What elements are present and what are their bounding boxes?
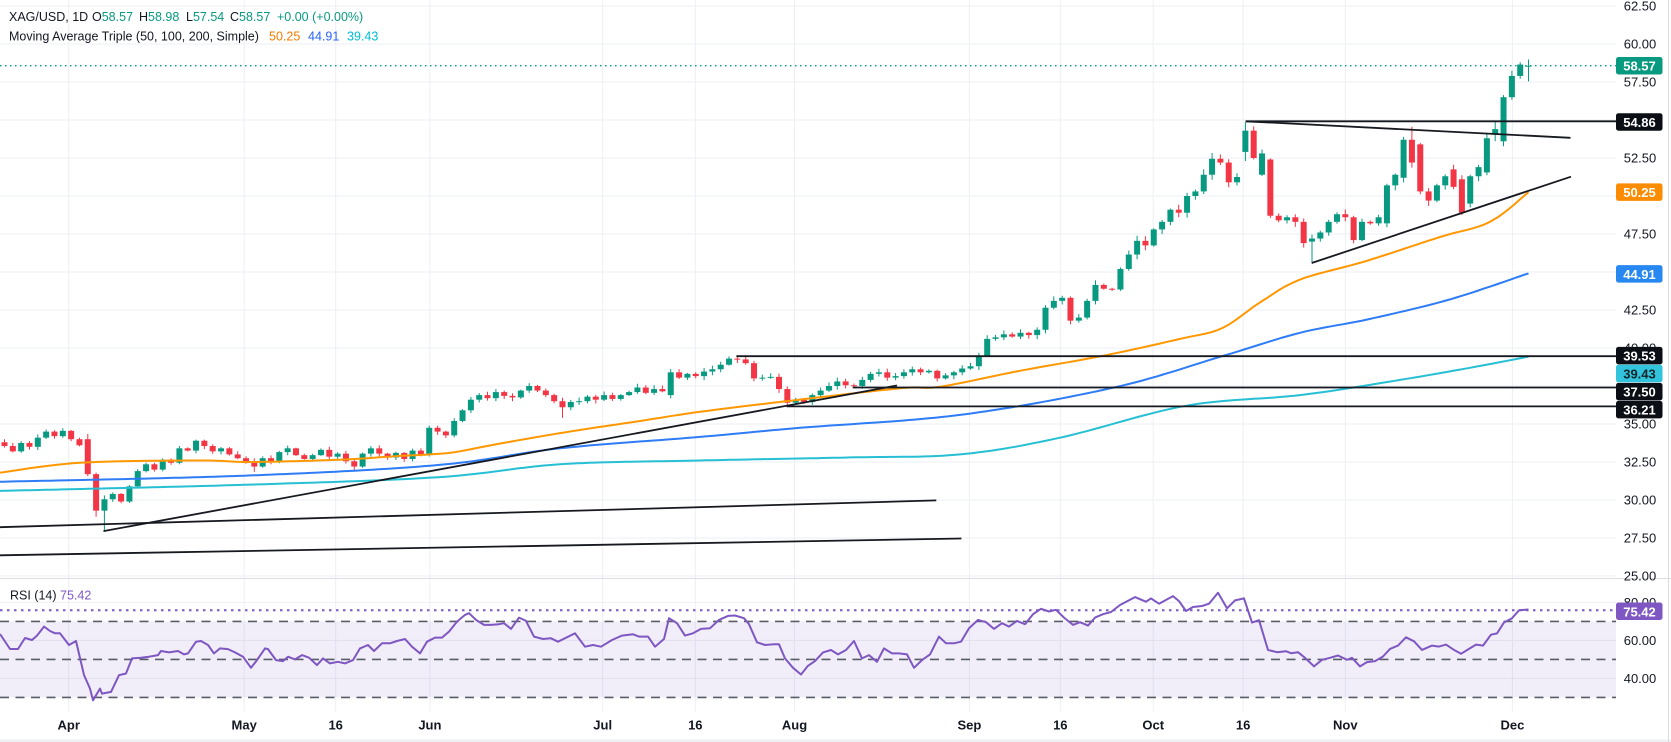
svg-text:H58.98: H58.98	[139, 10, 179, 24]
svg-text:16: 16	[1236, 718, 1250, 733]
svg-text:40.00: 40.00	[1624, 671, 1657, 686]
svg-text:42.50: 42.50	[1624, 303, 1657, 318]
svg-text:Jun: Jun	[418, 718, 441, 733]
svg-text:60.00: 60.00	[1624, 633, 1657, 648]
svg-text:16: 16	[688, 718, 702, 733]
svg-text:L57.54: L57.54	[186, 10, 224, 24]
svg-text:+0.00 (+0.00%): +0.00 (+0.00%)	[277, 10, 363, 24]
svg-text:58.57: 58.57	[1623, 59, 1656, 74]
svg-text:37.50: 37.50	[1623, 385, 1656, 400]
svg-text:44.91: 44.91	[1623, 267, 1656, 282]
svg-text:Moving Average Triple (50, 100: Moving Average Triple (50, 100, 200, Sim…	[9, 30, 259, 44]
svg-text:62.50: 62.50	[1624, 0, 1657, 14]
svg-text:39.53: 39.53	[1623, 349, 1656, 364]
svg-text:O58.57: O58.57	[92, 10, 133, 24]
svg-text:30.00: 30.00	[1624, 493, 1657, 508]
svg-text:16: 16	[1053, 718, 1067, 733]
svg-text:36.21: 36.21	[1623, 403, 1656, 418]
svg-text:27.50: 27.50	[1624, 531, 1657, 546]
svg-text:RSI (14): RSI (14)	[10, 589, 57, 603]
svg-text:39.43: 39.43	[1623, 367, 1656, 382]
svg-text:50.25: 50.25	[1623, 185, 1656, 200]
svg-text:60.00: 60.00	[1624, 37, 1657, 52]
svg-text:XAG/USD, 1D: XAG/USD, 1D	[9, 10, 88, 24]
svg-text:Nov: Nov	[1333, 718, 1358, 733]
svg-text:54.86: 54.86	[1623, 115, 1656, 130]
svg-text:Dec: Dec	[1500, 718, 1524, 733]
svg-text:Aug: Aug	[782, 718, 807, 733]
svg-text:May: May	[232, 718, 258, 733]
svg-text:25.00: 25.00	[1624, 569, 1657, 584]
svg-text:Apr: Apr	[58, 718, 80, 733]
svg-text:16: 16	[328, 718, 342, 733]
svg-text:Sep: Sep	[957, 718, 981, 733]
svg-text:Oct: Oct	[1142, 718, 1164, 733]
svg-text:52.50: 52.50	[1624, 151, 1657, 166]
svg-text:32.50: 32.50	[1624, 455, 1657, 470]
svg-text:Jul: Jul	[593, 718, 612, 733]
svg-text:57.50: 57.50	[1624, 75, 1657, 90]
svg-text:35.00: 35.00	[1624, 417, 1657, 432]
svg-text:44.91: 44.91	[308, 30, 339, 44]
svg-text:75.42: 75.42	[1623, 604, 1656, 619]
svg-text:75.42: 75.42	[60, 589, 91, 603]
svg-text:50.25: 50.25	[269, 30, 300, 44]
svg-text:39.43: 39.43	[347, 30, 378, 44]
svg-text:47.50: 47.50	[1624, 227, 1657, 242]
svg-text:C58.57: C58.57	[230, 10, 270, 24]
